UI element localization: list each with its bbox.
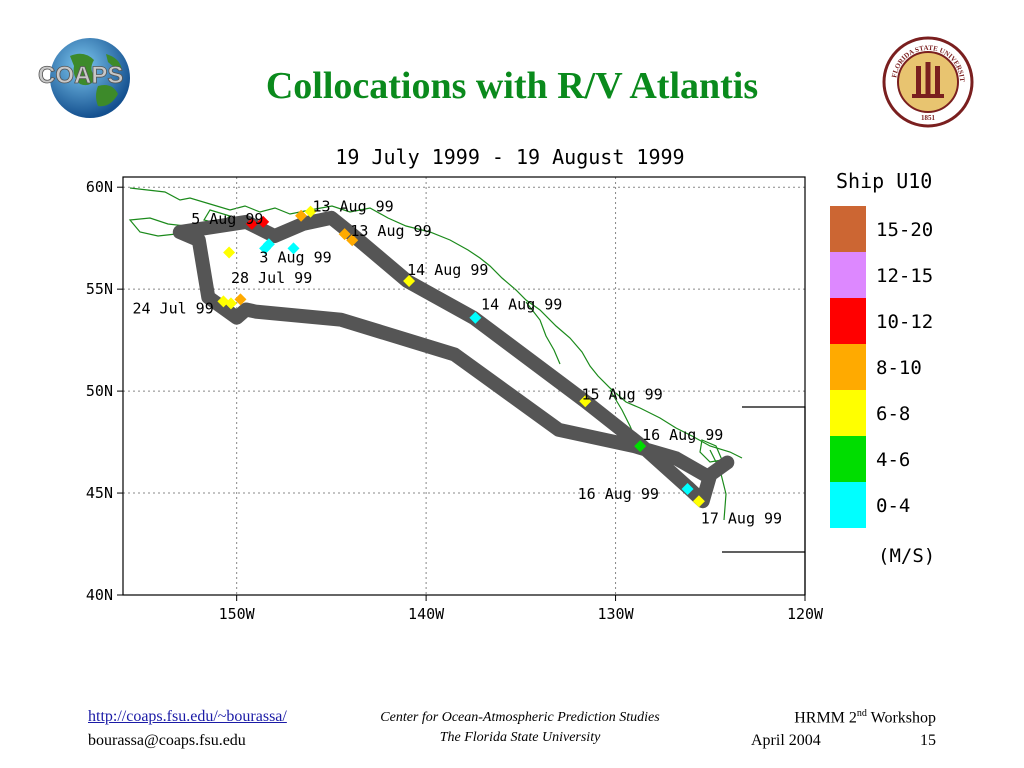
- legend-label: 10-12: [876, 311, 933, 333]
- legend-swatch: [830, 482, 866, 528]
- fsu-seal-year: 1851: [921, 114, 936, 122]
- axes: 150W 140W 130W 120W 60N 55N 50N 45N 40N: [86, 176, 824, 623]
- footer-page-number: 15: [920, 732, 936, 749]
- legend-swatch: [830, 298, 866, 344]
- wind-point: [287, 242, 300, 255]
- legend-label: 8-10: [876, 357, 922, 379]
- date-labels: 5 Aug 99 13 Aug 99 13 Aug 99 3 Aug 99 14 Aug…: [132, 198, 782, 528]
- grid: [123, 177, 805, 595]
- coast-line: [709, 449, 727, 521]
- wind-point: [223, 246, 236, 259]
- legend-label: 6-8: [876, 403, 910, 425]
- slide-title: Collocations with R/V Atlantis: [265, 65, 759, 107]
- x-tick-label: 130W: [597, 605, 634, 623]
- legend-swatch: [830, 436, 866, 482]
- legend-label: 4-6: [876, 449, 910, 471]
- x-tick-label: 120W: [787, 605, 824, 623]
- footer-center-line2: The Florida State University: [439, 730, 601, 745]
- wind-point: [262, 238, 275, 251]
- legend-label: 15-20: [876, 219, 933, 241]
- footer-workshop-sup: nd: [856, 708, 867, 719]
- date-label: 5 Aug 99: [191, 210, 263, 228]
- legend-swatch: [830, 206, 866, 252]
- legend-swatch: [830, 390, 866, 436]
- legend-units: (M/S): [878, 545, 935, 567]
- track-map-chart: 5 Aug 99 13 Aug 99 13 Aug 99 3 Aug 99 14 Aug…: [86, 145, 935, 623]
- footer-link[interactable]: http://coaps.fsu.edu/~bourassa/: [88, 708, 287, 725]
- wind-point: [224, 297, 237, 310]
- wind-point: [634, 440, 647, 453]
- legend-swatch: [830, 252, 866, 298]
- x-tick-label: 140W: [408, 605, 445, 623]
- wind-point: [338, 228, 351, 241]
- footer-workshop-pre: HRMM 2: [794, 709, 857, 727]
- wind-point: [245, 217, 258, 230]
- date-label: 17 Aug 99: [701, 510, 782, 528]
- footer-date: April 2004: [751, 732, 821, 749]
- footer-center-line1: Center for Ocean-Atmospheric Prediction …: [380, 710, 660, 725]
- chart-title: 19 July 1999 - 19 August 1999: [335, 145, 684, 169]
- date-label: 16 Aug 99: [578, 485, 659, 503]
- date-label: 24 Jul 99: [132, 300, 213, 318]
- y-tick-label: 45N: [86, 484, 113, 502]
- date-label: 15 Aug 99: [581, 385, 662, 403]
- date-label: 28 Jul 99: [231, 269, 312, 287]
- fsu-seal-logo: FLORIDA STATE UNIVERSITY 1851: [882, 36, 974, 128]
- date-label: 13 Aug 99: [312, 198, 393, 216]
- wind-point: [681, 482, 694, 495]
- legend-label: 0-4: [876, 495, 910, 517]
- wind-point: [295, 209, 308, 222]
- footer-workshop-post: Workshop: [866, 709, 936, 727]
- date-label: 3 Aug 99: [259, 249, 331, 267]
- legend-title: Ship U10: [836, 169, 932, 193]
- coast-line: [525, 301, 561, 365]
- wind-point: [234, 293, 247, 306]
- wind-point: [304, 205, 317, 218]
- y-tick-label: 60N: [86, 178, 113, 196]
- land-border: [742, 406, 806, 595]
- date-label: 13 Aug 99: [350, 222, 431, 240]
- y-tick-label: 55N: [86, 280, 113, 298]
- x-tick-label: 150W: [219, 605, 256, 623]
- legend-label: 12-15: [876, 265, 933, 287]
- date-label: 16 Aug 99: [642, 426, 723, 444]
- wind-points: [217, 205, 705, 508]
- coaps-logo: COAPS: [38, 38, 130, 118]
- coast-line: [129, 187, 743, 459]
- wind-point: [257, 215, 270, 228]
- y-tick-label: 50N: [86, 382, 113, 400]
- wind-point: [346, 234, 359, 247]
- coast-line: [699, 439, 723, 463]
- wind-point: [579, 395, 592, 408]
- date-label: 14 Aug 99: [481, 296, 562, 314]
- date-label: 14 Aug 99: [407, 261, 488, 279]
- wind-point: [259, 242, 272, 255]
- footer-center: Center for Ocean-Atmospheric Prediction …: [340, 708, 700, 748]
- wind-point: [469, 311, 482, 324]
- y-tick-label: 40N: [86, 586, 113, 604]
- wind-point: [403, 274, 416, 287]
- footer-email: bourassa@coaps.fsu.edu: [88, 732, 246, 749]
- legend: Ship U10 15-20 12-15 10-12 8-10 6-8 4-6 0-4 (M/S…: [830, 169, 935, 567]
- footer-workshop: HRMM 2nd Workshop: [794, 708, 936, 727]
- wind-point: [692, 495, 705, 508]
- legend-swatch: [830, 344, 866, 390]
- plot-frame: [122, 176, 806, 596]
- coaps-logo-text: COAPS: [38, 62, 123, 89]
